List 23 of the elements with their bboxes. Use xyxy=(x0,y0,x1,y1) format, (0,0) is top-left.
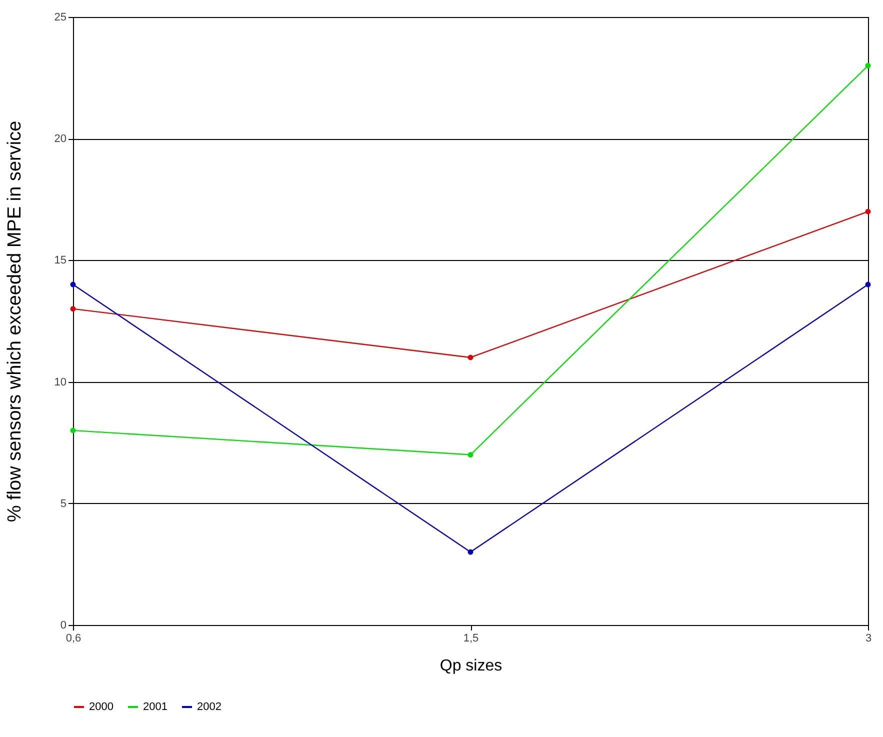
y-axis-title: % flow sensors which exceeded MPE in service xyxy=(4,120,26,522)
y-tick-label: 20 xyxy=(54,133,66,146)
point xyxy=(865,208,871,214)
y-tick-label: 10 xyxy=(54,376,66,388)
point xyxy=(865,62,871,68)
x-axis-title: Qp sizes xyxy=(440,658,502,674)
y-tick-label: 0 xyxy=(60,620,66,632)
y-tick-label: 15 xyxy=(54,254,66,267)
point xyxy=(468,452,474,458)
x-tick-label: 0,6 xyxy=(66,632,82,644)
x-tick-label: 1,5 xyxy=(463,632,479,644)
point xyxy=(468,354,474,360)
point xyxy=(865,282,871,288)
y-tick-label: 25 xyxy=(54,12,66,24)
legend-label: 2001 xyxy=(143,701,168,713)
legend-label: 2002 xyxy=(197,701,222,713)
point xyxy=(70,306,76,312)
point xyxy=(468,549,474,555)
point xyxy=(70,428,76,434)
x-tick-label: 3 xyxy=(865,632,872,644)
point xyxy=(70,282,76,288)
legend-label: 2000 xyxy=(89,701,114,713)
y-tick-label: 5 xyxy=(60,498,66,510)
